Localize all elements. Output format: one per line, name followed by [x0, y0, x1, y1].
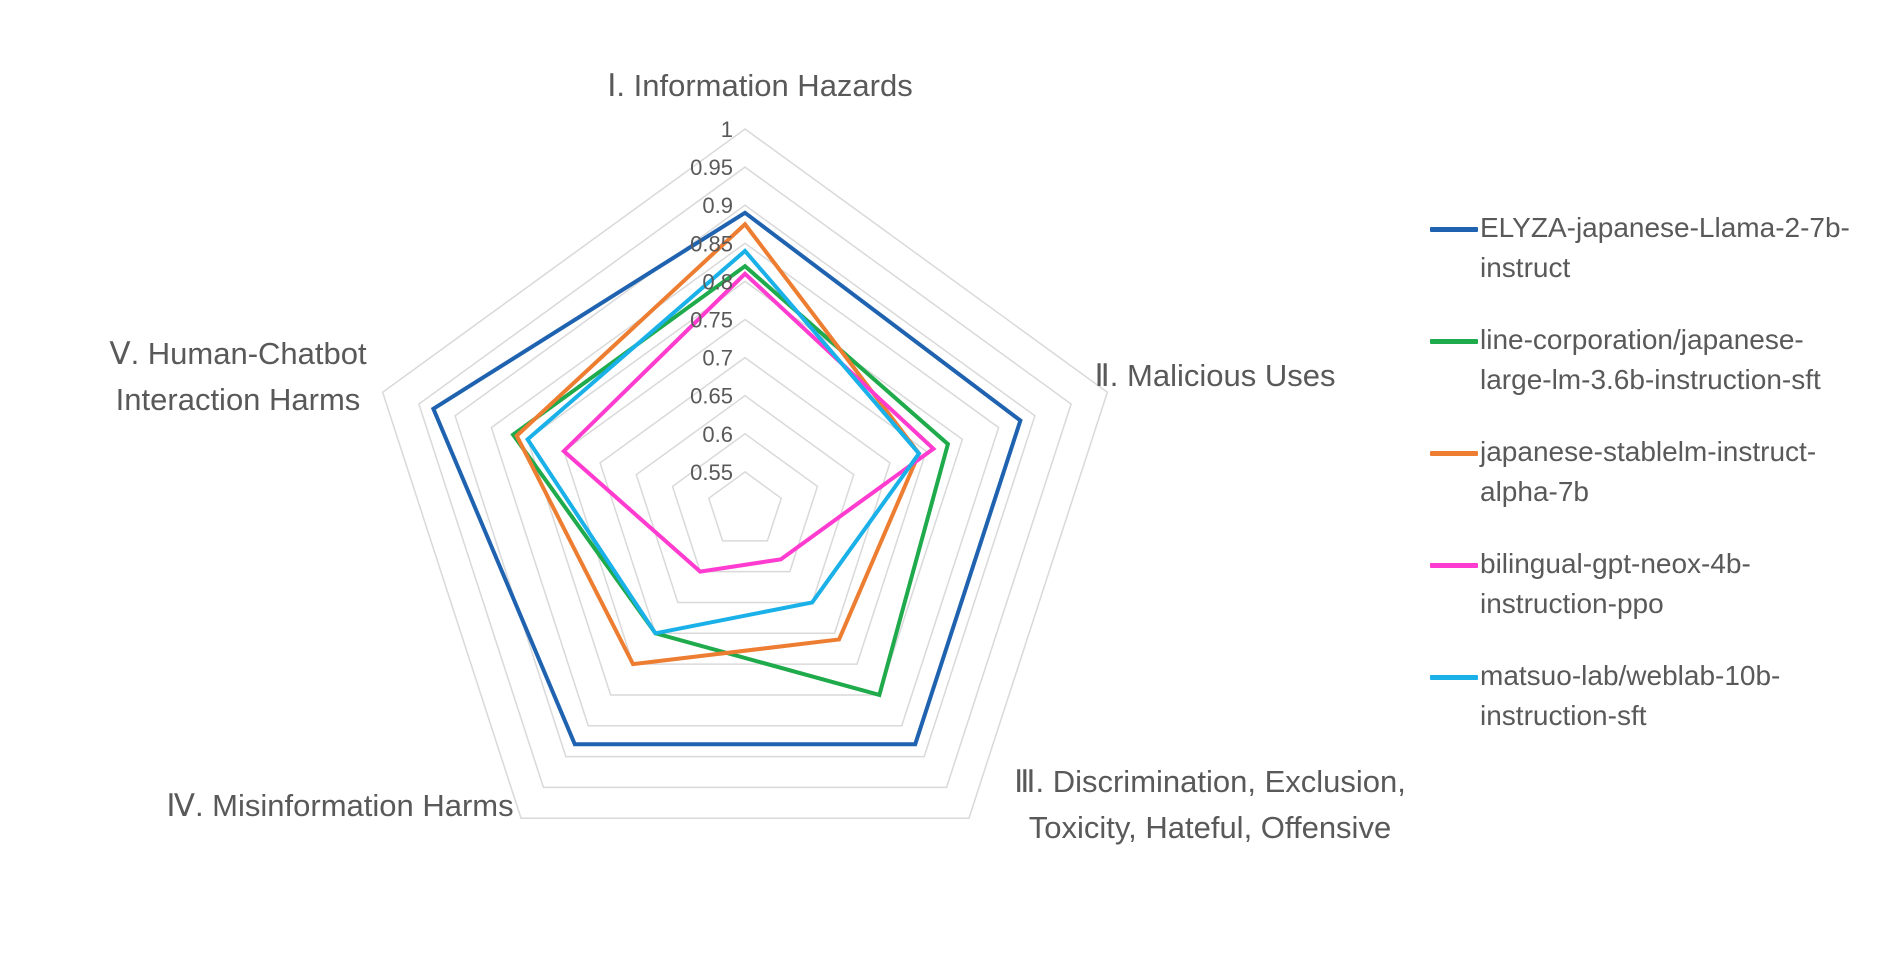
legend-swatch: [1430, 563, 1478, 568]
tick-label: 0.85: [690, 231, 733, 256]
grid-ring-2: [635, 394, 855, 604]
legend-label: matsuo-lab/weblab-10b-instruction-sft: [1480, 660, 1781, 731]
grid-ring-5: [526, 280, 964, 696]
series-line-0: [430, 210, 1023, 747]
tick-label: 0.75: [690, 308, 733, 333]
tick-label: 0.95: [690, 155, 733, 180]
axis-label-3: Ⅲ. Discrimination, Exclusion, Toxicity, H…: [1014, 764, 1406, 845]
grid-ring-7: [454, 204, 1036, 758]
tick-label: 0.7: [702, 346, 733, 371]
radar-axis-labels: Ⅰ. Information Hazards Ⅱ. Malicious Uses Ⅲ…: [109, 68, 1406, 845]
radar-tick-labels: 0.55 0.6 0.65 0.7 0.75 0.8 0.85 0.9 0.95 1: [690, 117, 733, 485]
axis-label-2: Ⅱ. Malicious Uses: [1095, 358, 1336, 393]
tick-label: 1: [721, 117, 733, 142]
legend-label: japanese-stablelm-instruct-alpha-7b: [1480, 436, 1817, 507]
series-line-4: [524, 248, 922, 636]
axis-label-4: Ⅳ. Misinformation Harms: [166, 788, 513, 823]
grid-ring-1: [671, 432, 819, 573]
tick-label: 0.8: [702, 269, 733, 294]
grid-ring-0: [707, 470, 783, 542]
series-line-1: [510, 263, 951, 698]
tick-label: 0.55: [690, 460, 733, 485]
legend-label: line-corporation/japanese-large-lm-3.6b-…: [1480, 324, 1821, 395]
legend-item-3: bilingual-gpt-neox-4b-instruction-ppo: [1430, 544, 1890, 624]
legend-swatch: [1430, 227, 1478, 232]
tick-label: 0.9: [702, 193, 733, 218]
legend-item-1: line-corporation/japanese-large-lm-3.6b-…: [1430, 320, 1890, 400]
series-line-2: [514, 221, 922, 667]
series-line-3: [560, 271, 937, 574]
grid-ring-3: [599, 356, 891, 635]
axis-label-1: Ⅰ. Information Hazards: [607, 68, 913, 103]
tick-label: 0.6: [702, 422, 733, 447]
legend-label: ELYZA-japanese-Llama-2-7b-instruct: [1480, 212, 1850, 283]
legend-item-2: japanese-stablelm-instruct-alpha-7b: [1430, 432, 1890, 512]
legend-swatch: [1430, 339, 1478, 344]
radar-grid: [381, 128, 1109, 819]
legend-item-0: ELYZA-japanese-Llama-2-7b-instruct: [1430, 208, 1890, 288]
grid-ring-9: [381, 128, 1109, 819]
legend-label: bilingual-gpt-neox-4b-instruction-ppo: [1480, 548, 1751, 619]
grid-ring-6: [490, 242, 1000, 727]
legend-swatch: [1430, 675, 1478, 680]
radar-series: [430, 210, 1023, 747]
axis-label-5: Ⅴ. Human-Chatbot Interaction Harms: [109, 336, 367, 417]
legend-swatch: [1430, 451, 1478, 456]
legend-item-4: matsuo-lab/weblab-10b-instruction-sft: [1430, 656, 1890, 736]
chart-legend: ELYZA-japanese-Llama-2-7b-instruct line-c…: [1430, 208, 1890, 768]
tick-label: 0.65: [690, 384, 733, 409]
grid-ring-8: [418, 166, 1072, 789]
